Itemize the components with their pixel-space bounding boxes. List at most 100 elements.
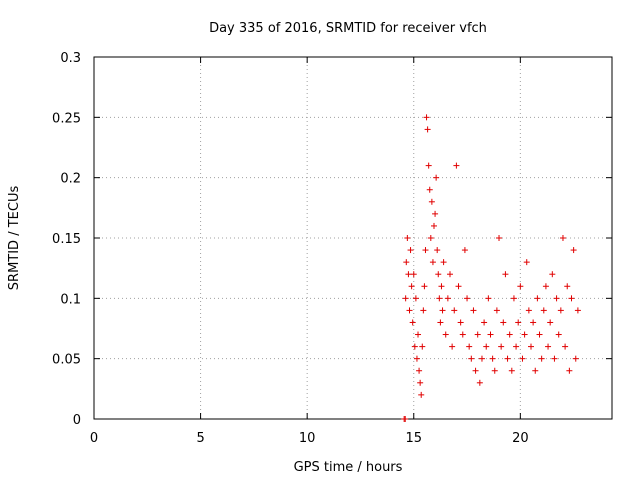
x-tick-label: 20 bbox=[512, 431, 529, 446]
data-point bbox=[417, 379, 424, 386]
data-point bbox=[403, 259, 410, 266]
data-point bbox=[483, 343, 490, 350]
data-point bbox=[536, 331, 543, 338]
data-point bbox=[557, 307, 564, 314]
data-point bbox=[421, 283, 428, 290]
data-point bbox=[457, 319, 464, 326]
data-point bbox=[418, 391, 425, 398]
data-point bbox=[559, 235, 566, 241]
data-point bbox=[534, 295, 541, 302]
y-tick-label: 0.25 bbox=[52, 111, 81, 126]
y-tick-label: 0.15 bbox=[52, 232, 81, 247]
y-tick-label: 0 bbox=[73, 413, 81, 428]
data-point bbox=[451, 307, 458, 314]
data-point bbox=[540, 307, 547, 314]
data-point bbox=[551, 355, 558, 362]
data-point bbox=[547, 319, 554, 326]
data-point bbox=[496, 235, 503, 241]
data-point bbox=[568, 295, 575, 302]
data-point bbox=[562, 343, 569, 350]
data-point bbox=[420, 307, 427, 314]
data-point bbox=[521, 331, 528, 338]
x-tick-label: 5 bbox=[196, 431, 204, 446]
data-point bbox=[566, 367, 573, 374]
data-point bbox=[455, 283, 462, 290]
data-point bbox=[574, 307, 581, 314]
data-point bbox=[515, 319, 522, 326]
data-point bbox=[545, 343, 552, 350]
data-point bbox=[409, 319, 416, 326]
x-tick-label: 0 bbox=[90, 431, 98, 446]
y-tick-label: 0.2 bbox=[60, 172, 81, 187]
y-tick-label: 0.3 bbox=[60, 51, 81, 66]
data-point bbox=[435, 271, 442, 278]
data-point bbox=[527, 343, 534, 350]
data-point bbox=[491, 367, 498, 374]
data-point bbox=[402, 416, 409, 422]
data-point bbox=[504, 355, 511, 362]
data-point bbox=[424, 126, 431, 133]
data-point bbox=[423, 114, 430, 121]
data-point bbox=[433, 174, 440, 181]
data-point bbox=[408, 283, 415, 290]
chart-title: Day 335 of 2016, SRMTID for receiver vfc… bbox=[209, 21, 487, 36]
data-point bbox=[404, 235, 411, 241]
points-layer bbox=[401, 114, 581, 422]
data-point bbox=[485, 295, 492, 302]
data-point bbox=[530, 319, 537, 326]
data-point bbox=[426, 186, 433, 193]
data-point bbox=[478, 355, 485, 362]
data-point bbox=[517, 283, 524, 290]
y-tick-label: 0.1 bbox=[60, 292, 81, 307]
data-point bbox=[532, 367, 539, 374]
data-point bbox=[476, 379, 483, 386]
data-point bbox=[436, 295, 443, 302]
data-point bbox=[487, 331, 494, 338]
data-point bbox=[410, 271, 417, 278]
data-point bbox=[502, 271, 509, 278]
data-point bbox=[422, 247, 429, 254]
data-point bbox=[493, 307, 500, 314]
data-point bbox=[434, 247, 441, 254]
data-point bbox=[437, 319, 444, 326]
x-tick-label: 10 bbox=[299, 431, 316, 446]
data-point bbox=[466, 343, 473, 350]
data-point bbox=[425, 162, 432, 169]
data-point bbox=[438, 283, 445, 290]
data-point bbox=[564, 283, 571, 290]
y-tick-label: 0.05 bbox=[52, 353, 81, 368]
grid-layer bbox=[94, 57, 612, 419]
data-point bbox=[489, 355, 496, 362]
data-point bbox=[570, 247, 577, 254]
tick-layer: 0 5 10 15 20 0 0.05 0.1 0.15 0.2 0.25 0.3 bbox=[52, 51, 612, 446]
data-point bbox=[432, 210, 439, 217]
data-point bbox=[405, 271, 412, 278]
data-point bbox=[416, 367, 423, 374]
data-point bbox=[444, 295, 451, 302]
data-point bbox=[523, 259, 530, 266]
data-point bbox=[542, 283, 549, 290]
data-point bbox=[510, 295, 517, 302]
data-point bbox=[419, 343, 426, 350]
data-point bbox=[411, 343, 418, 350]
data-point bbox=[440, 259, 447, 266]
data-point bbox=[498, 343, 505, 350]
data-point bbox=[449, 343, 456, 350]
data-point bbox=[508, 367, 515, 374]
data-point bbox=[446, 271, 453, 278]
data-point bbox=[519, 355, 526, 362]
data-point bbox=[442, 331, 449, 338]
data-point bbox=[470, 307, 477, 314]
data-point bbox=[513, 343, 520, 350]
data-point bbox=[428, 198, 435, 205]
x-tick-label: 15 bbox=[405, 431, 422, 446]
data-point bbox=[413, 355, 420, 362]
data-point bbox=[468, 355, 475, 362]
data-point bbox=[525, 307, 532, 314]
data-point bbox=[427, 235, 434, 241]
data-point bbox=[431, 222, 438, 229]
data-point bbox=[402, 295, 409, 302]
data-point bbox=[406, 307, 413, 314]
data-point bbox=[555, 331, 562, 338]
